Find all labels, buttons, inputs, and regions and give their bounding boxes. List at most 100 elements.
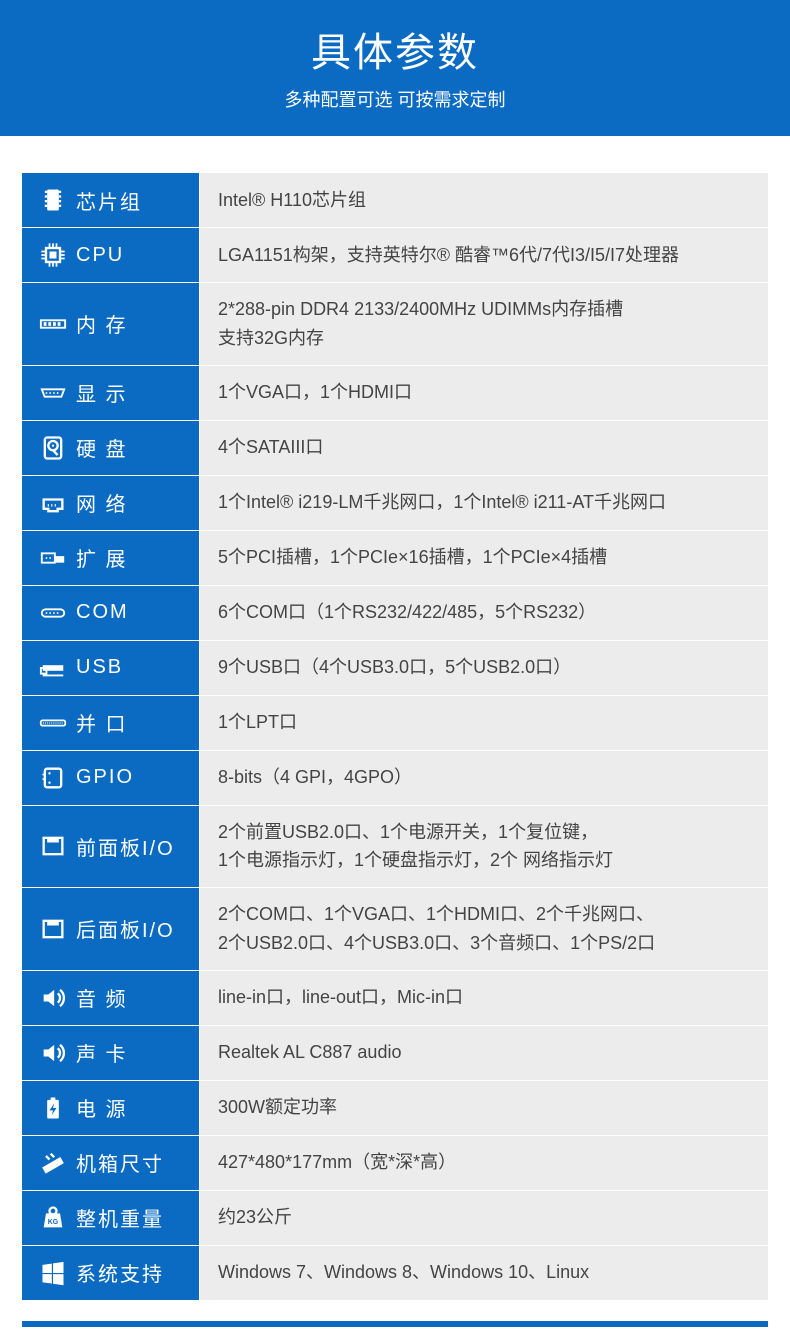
- cpu-icon: [36, 241, 70, 269]
- expand-icon: [36, 544, 70, 572]
- spec-row: COM 6个COM口（1个RS232/422/485，5个RS232）: [22, 586, 768, 641]
- spec-value: 300W额定功率: [200, 1081, 768, 1135]
- spec-label-cell: 电 源: [22, 1081, 200, 1135]
- spec-row: 芯片组Intel® H110芯片组: [22, 173, 768, 228]
- header-banner: 具体参数 多种配置可选 可按需求定制: [0, 0, 790, 136]
- spec-label-cell: 扩 展: [22, 531, 200, 585]
- spec-value: Windows 7、Windows 8、Windows 10、Linux: [200, 1246, 768, 1300]
- spec-label: 整机重量: [70, 1203, 189, 1232]
- spec-row: KG 整机重量约23公斤: [22, 1191, 768, 1246]
- lpt-icon: [36, 709, 70, 737]
- spec-row: 声 卡 Realtek AL C887 audio: [22, 1026, 768, 1081]
- spec-label-cell: 网 络: [22, 476, 200, 530]
- spec-label: 音 频: [70, 983, 189, 1012]
- spec-label: 硬 盘: [70, 433, 189, 462]
- spec-row: 内 存 2*288-pin DDR4 2133/2400MHz UDIMMs内存插…: [22, 283, 768, 366]
- spacer: [0, 136, 790, 172]
- spec-row: 前面板I/O 2个前置USB2.0口、1个电源开关，1个复位键，1个电源指示灯，1…: [22, 806, 768, 889]
- spec-value: 2*288-pin DDR4 2133/2400MHz UDIMMs内存插槽支持…: [200, 283, 768, 365]
- spec-label: GPIO: [70, 766, 189, 789]
- header-subtitle: 多种配置可选 可按需求定制: [0, 86, 790, 112]
- spec-value: 4个SATAIII口: [200, 421, 768, 475]
- spec-label: 系统支持: [70, 1258, 189, 1287]
- spec-label-cell: 后面板I/O: [22, 888, 200, 970]
- spec-value: 约23公斤: [200, 1191, 768, 1245]
- spec-label-cell: 硬 盘: [22, 421, 200, 475]
- spec-value: 2个COM口、1个VGA口、1个HDMI口、2个千兆网口、2个USB2.0口、4…: [200, 888, 768, 970]
- vga-icon: [36, 379, 70, 407]
- spec-label-cell: USB: [22, 641, 200, 695]
- spec-value: 5个PCI插槽，1个PCIe×16插槽，1个PCIe×4插槽: [200, 531, 768, 585]
- spec-value: Realtek AL C887 audio: [200, 1026, 768, 1080]
- spec-label: 并 口: [70, 708, 189, 737]
- spec-value: 6个COM口（1个RS232/422/485，5个RS232）: [200, 586, 768, 640]
- spec-label-cell: 内 存: [22, 283, 200, 365]
- spec-row: 并 口 1个LPT口: [22, 696, 768, 751]
- spec-row: 网 络 1个Intel® i219-LM千兆网口，1个Intel® i211-AT…: [22, 476, 768, 531]
- speaker-icon: [36, 984, 70, 1012]
- hdd-icon: [36, 434, 70, 462]
- spec-label: 电 源: [70, 1093, 189, 1122]
- spec-table: 芯片组Intel® H110芯片组 CPU LGA1151构架，支持英特尔® 酷睿™…: [22, 172, 768, 1301]
- footer-divider: [22, 1321, 768, 1327]
- spec-label-cell: 系统支持: [22, 1246, 200, 1300]
- spec-row: 系统支持 Windows 7、Windows 8、Windows 10、Linux: [22, 1246, 768, 1301]
- spec-label: 前面板I/O: [70, 832, 189, 861]
- spec-row: 扩 展 5个PCI插槽，1个PCIe×16插槽，1个PCIe×4插槽: [22, 531, 768, 586]
- spec-label: COM: [70, 601, 189, 624]
- panel-icon: [36, 832, 70, 860]
- spec-label: 网 络: [70, 488, 189, 517]
- spec-label-cell: 机箱尺寸: [22, 1136, 200, 1190]
- spec-value: 9个USB口（4个USB3.0口，5个USB2.0口）: [200, 641, 768, 695]
- windows-icon: [36, 1259, 70, 1287]
- spec-label: 后面板I/O: [70, 914, 189, 943]
- header-title: 具体参数: [0, 20, 790, 78]
- ram-icon: [36, 310, 70, 338]
- gpio-icon: [36, 764, 70, 792]
- spec-row: CPU LGA1151构架，支持英特尔® 酷睿™6代/7代I3/I5/I7处理器: [22, 228, 768, 283]
- spec-label: USB: [70, 656, 189, 679]
- spec-label-cell: KG 整机重量: [22, 1191, 200, 1245]
- speaker-icon: [36, 1039, 70, 1067]
- spec-row: 后面板I/O 2个COM口、1个VGA口、1个HDMI口、2个千兆网口、2个USB…: [22, 888, 768, 971]
- spec-label: 显 示: [70, 378, 189, 407]
- battery-icon: [36, 1094, 70, 1122]
- lan-icon: [36, 489, 70, 517]
- spec-label-cell: 并 口: [22, 696, 200, 750]
- spec-value: 2个前置USB2.0口、1个电源开关，1个复位键，1个电源指示灯，1个硬盘指示灯…: [200, 806, 768, 888]
- spec-row: 音 频 line-in口，line-out口，Mic-in口: [22, 971, 768, 1026]
- spec-label: 芯片组: [70, 186, 189, 215]
- spec-label-cell: 芯片组: [22, 173, 200, 227]
- spec-label-cell: 显 示: [22, 366, 200, 420]
- spec-value: line-in口，line-out口，Mic-in口: [200, 971, 768, 1025]
- spec-label: 声 卡: [70, 1038, 189, 1067]
- spec-label-cell: 前面板I/O: [22, 806, 200, 888]
- spec-value: 8-bits（4 GPI，4GPO）: [200, 751, 768, 805]
- spec-label-cell: CPU: [22, 228, 200, 282]
- chip-icon: [36, 186, 70, 214]
- spec-label: 内 存: [70, 309, 189, 338]
- spec-value: 1个VGA口，1个HDMI口: [200, 366, 768, 420]
- spec-label: 扩 展: [70, 543, 189, 572]
- spec-label-cell: COM: [22, 586, 200, 640]
- spec-row: 硬 盘 4个SATAIII口: [22, 421, 768, 476]
- spec-row: 显 示 1个VGA口，1个HDMI口: [22, 366, 768, 421]
- spec-value: 1个Intel® i219-LM千兆网口，1个Intel® i211-AT千兆网…: [200, 476, 768, 530]
- spec-row: 机箱尺寸 427*480*177mm（宽*深*高）: [22, 1136, 768, 1191]
- com-icon: [36, 599, 70, 627]
- spec-value: 427*480*177mm（宽*深*高）: [200, 1136, 768, 1190]
- spec-row: 电 源 300W额定功率: [22, 1081, 768, 1136]
- spec-row: USB 9个USB口（4个USB3.0口，5个USB2.0口）: [22, 641, 768, 696]
- spec-row: GPIO 8-bits（4 GPI，4GPO）: [22, 751, 768, 806]
- weight-icon: KG: [36, 1204, 70, 1232]
- ruler-icon: [36, 1149, 70, 1177]
- spec-value: LGA1151构架，支持英特尔® 酷睿™6代/7代I3/I5/I7处理器: [200, 228, 768, 282]
- spec-label: 机箱尺寸: [70, 1148, 189, 1177]
- spec-label-cell: 音 频: [22, 971, 200, 1025]
- panel-icon: [36, 915, 70, 943]
- spec-label: CPU: [70, 244, 189, 267]
- svg-text:KG: KG: [48, 1219, 59, 1226]
- spec-label-cell: GPIO: [22, 751, 200, 805]
- spec-value: 1个LPT口: [200, 696, 768, 750]
- spec-label-cell: 声 卡: [22, 1026, 200, 1080]
